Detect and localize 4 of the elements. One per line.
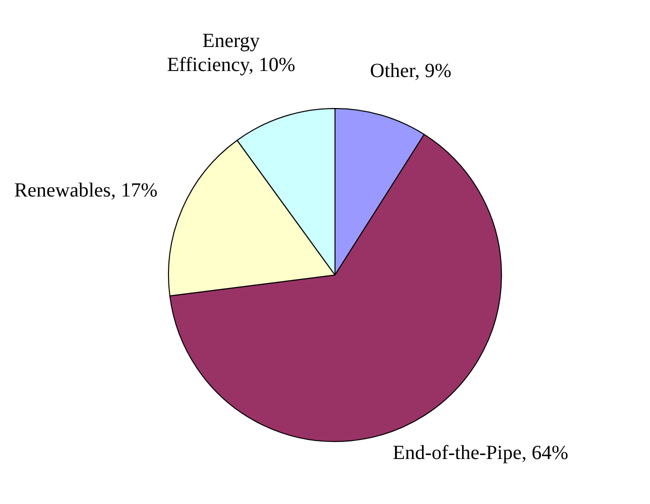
slice-label: Renewables, 17% <box>14 179 158 202</box>
slice-label: End-of-the-Pipe, 64% <box>392 442 568 464</box>
slice-label: Energy Efficiency, 10% <box>166 30 296 76</box>
slice-label: Other, 9% <box>370 60 452 82</box>
